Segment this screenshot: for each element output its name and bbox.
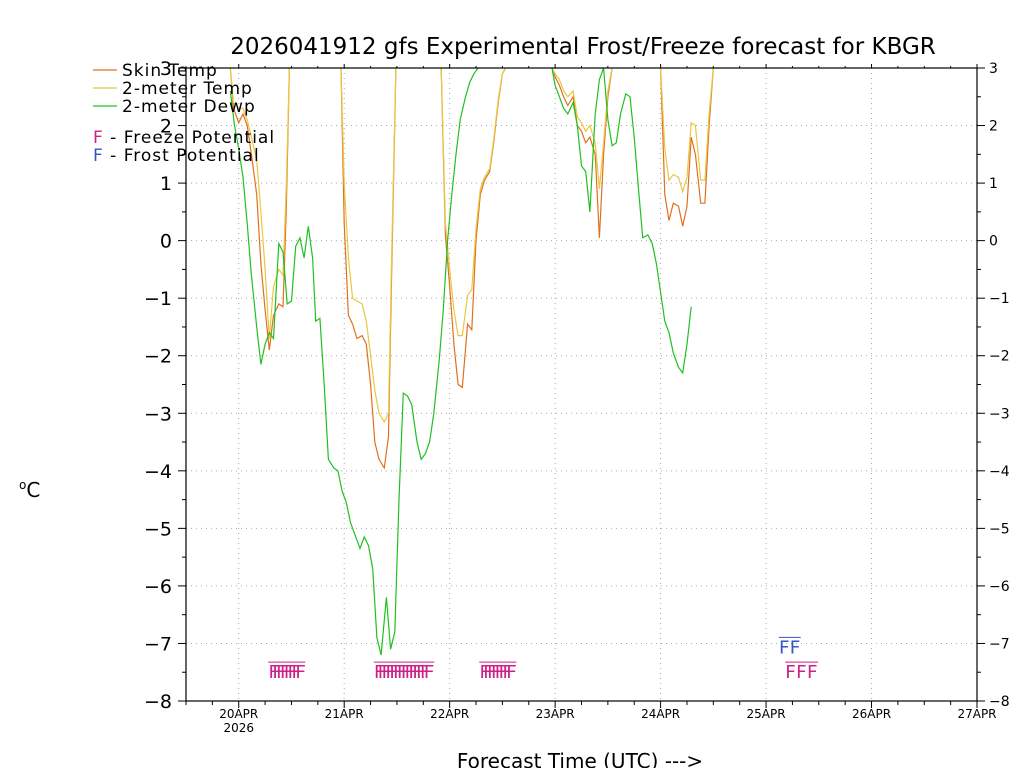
y-tick-label-right: −8 xyxy=(989,694,1010,710)
y-tick-label-left: −7 xyxy=(144,633,172,655)
x-tick-label: 21APR xyxy=(325,707,364,721)
x-tick-sublabel: 2026 xyxy=(223,721,254,735)
y-tick-label-right: −5 xyxy=(989,521,1010,537)
y-tick-label-right: −2 xyxy=(989,349,1010,365)
y-tick-label-right: −6 xyxy=(989,579,1010,595)
potential-legend-label: - Freeze Potential xyxy=(104,128,275,148)
legend-label: Skin Temp xyxy=(122,61,218,81)
x-tick-label: 27APR xyxy=(957,707,996,721)
series-line-2-meter-temp xyxy=(229,67,714,424)
y-tick-label-left: −1 xyxy=(144,288,172,310)
potential-legend-label: - Frost Potential xyxy=(104,146,260,166)
y-tick-label-right: 3 xyxy=(989,61,998,77)
potential-marker-freeze: FFFFFFFFFFFFFF xyxy=(374,662,434,683)
x-tick-label: 20APR xyxy=(219,707,258,721)
potential-marker-freeze: FFF xyxy=(785,662,818,683)
chart-title: 2026041912 gfs Experimental Frost/Freeze… xyxy=(230,34,936,60)
y-tick-label-right: 1 xyxy=(989,176,998,192)
y-tick-label-left: −8 xyxy=(144,691,172,713)
x-axis-label: Forecast Time (UTC) ---> xyxy=(457,749,703,768)
y-tick-label-right: −1 xyxy=(989,291,1010,307)
potential-legend-letter: F xyxy=(93,128,104,148)
x-tick-label: 25APR xyxy=(747,707,786,721)
y-tick-label-left: 2 xyxy=(160,116,172,138)
y-tick-label-left: −4 xyxy=(144,461,172,483)
y-tick-label-right: 2 xyxy=(989,119,998,135)
potential-markers: FFFFFFFF FFFFFFFFFFFFFF FFFFFFFF FFFFF xyxy=(268,636,819,683)
potential-legend-item: F - Freeze Potential xyxy=(93,128,275,148)
y-tick-label-right: −4 xyxy=(989,464,1010,480)
x-tick-label: 23APR xyxy=(536,707,575,721)
x-tick-label: 26APR xyxy=(852,707,891,721)
legend-label: 2-meter Dewp xyxy=(122,97,256,117)
y-tick-label-right: −7 xyxy=(989,636,1010,652)
series-lines xyxy=(229,67,714,656)
series-line-2-meter-dewp xyxy=(229,67,692,656)
potential-marker-freeze: FFFFFFFF xyxy=(479,662,516,683)
y-tick-label-left: 1 xyxy=(160,173,172,195)
x-tick-label: 22APR xyxy=(430,707,469,721)
axes: 3 3 2 2 1 1 0 0 −1 −1 −2 −2 −3 −3 −4 −4 −5 −5 −6 −6 −7 −7 −8 −8… xyxy=(144,58,1010,735)
y-axis-label-degree: o xyxy=(19,478,26,492)
potential-legend-item: F - Frost Potential xyxy=(93,146,260,166)
potential-marker-freeze: FFFFFFFF xyxy=(268,662,305,683)
y-axis-label: oC xyxy=(19,478,40,502)
series-line-skin-temp xyxy=(229,67,714,470)
y-tick-label-left: −5 xyxy=(144,518,172,540)
y-tick-label-left: 0 xyxy=(160,231,172,253)
x-tick-label: 24APR xyxy=(641,707,680,721)
legend-label: 2-meter Temp xyxy=(122,79,253,99)
potential-marker-frost: FF xyxy=(779,637,801,658)
y-tick-label-right: 0 xyxy=(989,234,998,250)
potential-legend-letter: F xyxy=(93,146,104,166)
y-tick-label-left: −6 xyxy=(144,576,172,598)
y-tick-label-right: −3 xyxy=(989,406,1010,422)
y-tick-label-left: −2 xyxy=(144,346,172,368)
y-tick-label-left: −3 xyxy=(144,403,172,425)
y-tick-label-left: 3 xyxy=(160,58,172,80)
y-axis-label-unit: C xyxy=(26,478,40,502)
